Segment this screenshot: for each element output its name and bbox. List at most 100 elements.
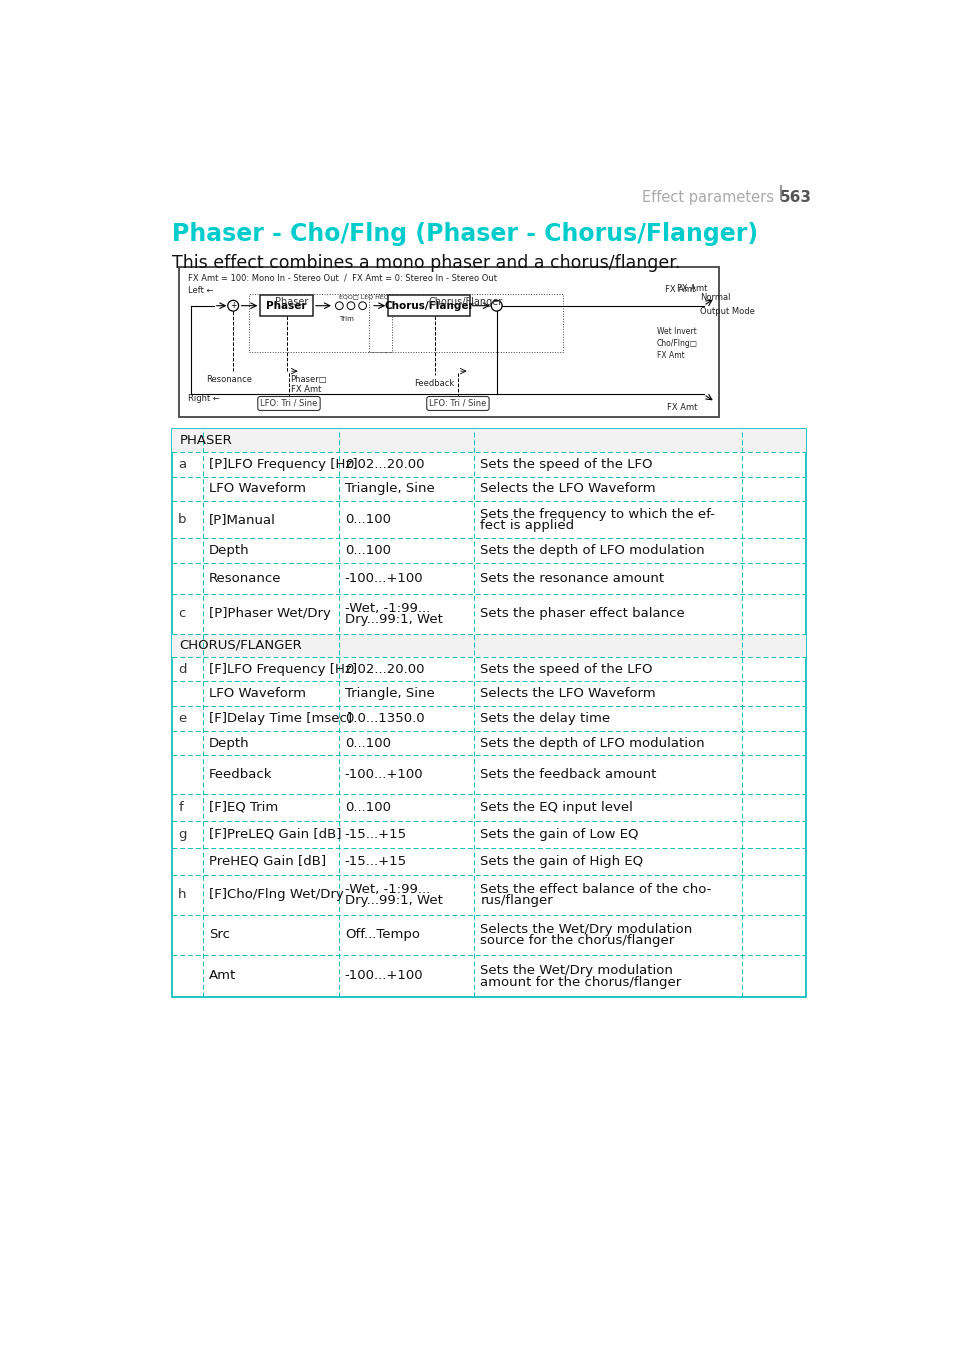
Text: +: + xyxy=(230,301,236,310)
Text: Depth: Depth xyxy=(209,544,250,556)
Text: Selects the Wet/Dry modulation: Selects the Wet/Dry modulation xyxy=(480,923,692,936)
Text: 0...100: 0...100 xyxy=(344,544,391,556)
Text: Sets the frequency to which the ef-: Sets the frequency to which the ef- xyxy=(480,508,715,521)
Bar xyxy=(249,294,392,352)
Text: g: g xyxy=(178,827,187,841)
Text: 0.02...20.00: 0.02...20.00 xyxy=(344,458,424,471)
Text: PreHEQ Gain [dB]: PreHEQ Gain [dB] xyxy=(209,854,326,868)
Text: Triangle, Sine: Triangle, Sine xyxy=(344,688,434,700)
Text: Phaser: Phaser xyxy=(266,301,307,310)
Text: fect is applied: fect is applied xyxy=(480,520,574,532)
Text: c: c xyxy=(178,607,185,620)
Text: -100...+100: -100...+100 xyxy=(344,571,423,585)
Text: FX Amt: FX Amt xyxy=(677,284,707,292)
Bar xyxy=(172,634,805,657)
Text: Sets the feedback amount: Sets the feedback amount xyxy=(480,768,656,781)
Text: LFO: Tri / Sine: LFO: Tri / Sine xyxy=(429,399,486,408)
Text: [F]EQ Trim: [F]EQ Trim xyxy=(209,800,278,814)
Text: This effect combines a mono phaser and a chorus/flanger.: This effect combines a mono phaser and a… xyxy=(172,255,679,272)
Text: LFO: Tri / Sine: LFO: Tri / Sine xyxy=(260,399,317,408)
Text: -Wet, -1:99...: -Wet, -1:99... xyxy=(344,601,430,615)
Text: Feedback: Feedback xyxy=(209,768,273,781)
Bar xyxy=(369,294,562,352)
Text: Sets the delay time: Sets the delay time xyxy=(480,712,610,724)
Text: -100...+100: -100...+100 xyxy=(344,768,423,781)
Text: e: e xyxy=(178,712,186,724)
Text: source for the chorus/flanger: source for the chorus/flanger xyxy=(480,934,674,948)
Bar xyxy=(172,429,805,997)
Bar xyxy=(260,295,313,317)
Text: Sets the EQ input level: Sets the EQ input level xyxy=(480,800,633,814)
Text: h: h xyxy=(178,888,187,902)
Text: Sets the speed of the LFO: Sets the speed of the LFO xyxy=(480,662,652,676)
Text: [F]PreLEQ Gain [dB]: [F]PreLEQ Gain [dB] xyxy=(209,827,341,841)
Text: [F]LFO Frequency [Hz]: [F]LFO Frequency [Hz] xyxy=(209,662,357,676)
Text: Sets the speed of the LFO: Sets the speed of the LFO xyxy=(480,458,652,471)
Text: Normal: Normal xyxy=(699,292,729,302)
Text: Sets the Wet/Dry modulation: Sets the Wet/Dry modulation xyxy=(480,964,673,978)
Text: Sets the depth of LFO modulation: Sets the depth of LFO modulation xyxy=(480,544,704,556)
Text: b: b xyxy=(178,513,187,527)
Text: FX Amt: FX Amt xyxy=(665,286,695,294)
Text: a: a xyxy=(178,458,186,471)
Text: PHASER: PHASER xyxy=(179,433,233,447)
Text: Resonance: Resonance xyxy=(209,571,281,585)
Text: [F]Delay Time [msec]: [F]Delay Time [msec] xyxy=(209,712,352,724)
Text: Phaser: Phaser xyxy=(274,298,308,307)
Text: Sets the gain of High EQ: Sets the gain of High EQ xyxy=(480,854,643,868)
Text: -15...+15: -15...+15 xyxy=(344,827,407,841)
Text: Selects the LFO Waveform: Selects the LFO Waveform xyxy=(480,482,656,496)
Text: Chorus/Flanger: Chorus/Flanger xyxy=(384,301,474,310)
Text: FX Amt = 100: Mono In - Stereo Out  /  FX Amt = 0: Stereo In - Stereo Out: FX Amt = 100: Mono In - Stereo Out / FX … xyxy=(188,274,497,283)
Text: EQO□ LEQ HEQ: EQO□ LEQ HEQ xyxy=(339,295,389,299)
Text: Output Mode: Output Mode xyxy=(699,307,754,317)
Text: Right ←: Right ← xyxy=(188,394,220,402)
Text: amount for the chorus/flanger: amount for the chorus/flanger xyxy=(480,976,681,988)
Text: -Wet, -1:99...: -Wet, -1:99... xyxy=(344,883,430,896)
Text: Dry...99:1, Wet: Dry...99:1, Wet xyxy=(344,613,442,627)
Text: Left ←: Left ← xyxy=(188,287,213,295)
Text: d: d xyxy=(178,662,187,676)
Text: -100...+100: -100...+100 xyxy=(344,969,423,983)
Text: [F]Cho/Flng Wet/Dry: [F]Cho/Flng Wet/Dry xyxy=(209,888,343,902)
Text: Selects the LFO Waveform: Selects the LFO Waveform xyxy=(480,688,656,700)
Text: LFO Waveform: LFO Waveform xyxy=(209,482,306,496)
Text: Sets the resonance amount: Sets the resonance amount xyxy=(480,571,664,585)
Text: Off...Tempo: Off...Tempo xyxy=(344,929,419,941)
Text: Chorus/Flanger: Chorus/Flanger xyxy=(428,298,502,307)
Text: f: f xyxy=(178,800,183,814)
Text: -15...+15: -15...+15 xyxy=(344,854,407,868)
Text: Src: Src xyxy=(209,929,230,941)
Text: Sets the depth of LFO modulation: Sets the depth of LFO modulation xyxy=(480,737,704,750)
Text: Feedback: Feedback xyxy=(415,379,455,387)
Text: Sets the phaser effect balance: Sets the phaser effect balance xyxy=(480,607,684,620)
Text: Sets the effect balance of the cho-: Sets the effect balance of the cho- xyxy=(480,883,711,896)
Text: 563: 563 xyxy=(779,190,810,206)
Text: 0...100: 0...100 xyxy=(344,800,391,814)
Bar xyxy=(172,429,805,452)
Text: 0...100: 0...100 xyxy=(344,737,391,750)
Text: FX Amt: FX Amt xyxy=(666,403,697,413)
Bar xyxy=(179,267,719,417)
Text: rus/flanger: rus/flanger xyxy=(480,895,553,907)
Text: Amt: Amt xyxy=(209,969,236,983)
Text: LFO Waveform: LFO Waveform xyxy=(209,688,306,700)
Text: Trim: Trim xyxy=(339,317,354,322)
Text: Resonance: Resonance xyxy=(206,375,252,385)
Text: Dry...99:1, Wet: Dry...99:1, Wet xyxy=(344,895,442,907)
Text: Depth: Depth xyxy=(209,737,250,750)
Text: CHORUS/FLANGER: CHORUS/FLANGER xyxy=(179,639,302,651)
Text: Sets the gain of Low EQ: Sets the gain of Low EQ xyxy=(480,827,639,841)
Text: Triangle, Sine: Triangle, Sine xyxy=(344,482,434,496)
Text: Effect parameters: Effect parameters xyxy=(641,190,773,206)
Text: Wet Invert
Cho/Flng□
FX Amt: Wet Invert Cho/Flng□ FX Amt xyxy=(657,328,698,360)
Text: Phaser - Cho/Flng (Phaser - Chorus/Flanger): Phaser - Cho/Flng (Phaser - Chorus/Flang… xyxy=(172,222,758,246)
Bar xyxy=(388,295,469,317)
Text: [P]LFO Frequency [Hz]: [P]LFO Frequency [Hz] xyxy=(209,458,357,471)
Text: [P]Manual: [P]Manual xyxy=(209,513,275,527)
Text: 0...100: 0...100 xyxy=(344,513,391,527)
Text: Phaser□
FX Amt: Phaser□ FX Amt xyxy=(291,375,327,394)
Text: 0.02...20.00: 0.02...20.00 xyxy=(344,662,424,676)
Text: [P]Phaser Wet/Dry: [P]Phaser Wet/Dry xyxy=(209,607,331,620)
Text: 0.0...1350.0: 0.0...1350.0 xyxy=(344,712,424,724)
